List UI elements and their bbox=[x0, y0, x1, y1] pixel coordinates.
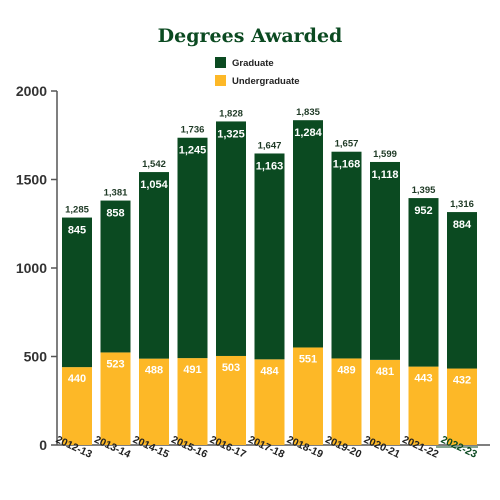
total-label: 1,599 bbox=[373, 149, 397, 160]
bar-undergraduate bbox=[139, 358, 169, 445]
bar-undergraduate bbox=[254, 359, 285, 445]
legend-label-undergraduate: Undergraduate bbox=[232, 76, 300, 87]
bar-graduate bbox=[370, 161, 400, 360]
bar-undergraduate bbox=[216, 355, 246, 445]
undergraduate-value-label: 440 bbox=[68, 373, 86, 385]
graduate-value-label: 1,054 bbox=[140, 179, 168, 191]
graduate-value-label: 1,284 bbox=[294, 127, 322, 139]
value-labels: 1,285 845 440 1,381 858 523 1,542 1,054 488 1,736… bbox=[65, 107, 474, 386]
bar-undergraduate bbox=[100, 352, 131, 445]
bar-graduate bbox=[62, 217, 92, 368]
bar-graduate bbox=[408, 198, 439, 367]
undergraduate-value-label: 443 bbox=[414, 373, 432, 385]
legend: Graduate Undergraduate bbox=[215, 57, 300, 87]
graduate-value-label: 845 bbox=[68, 225, 86, 237]
total-label: 1,316 bbox=[450, 199, 474, 210]
undergraduate-value-label: 484 bbox=[260, 365, 279, 377]
undergraduate-value-label: 551 bbox=[299, 353, 317, 365]
graduate-value-label: 952 bbox=[414, 205, 432, 217]
graduate-value-label: 1,163 bbox=[256, 160, 284, 172]
bar-undergraduate bbox=[331, 358, 362, 445]
total-label: 1,647 bbox=[258, 140, 282, 151]
graduate-value-label: 884 bbox=[453, 219, 472, 231]
bar-graduate bbox=[447, 212, 477, 369]
chart-title: Degrees Awarded bbox=[158, 25, 343, 47]
total-label: 1,395 bbox=[412, 185, 436, 196]
bar-undergraduate bbox=[408, 366, 439, 445]
bar-undergraduate bbox=[447, 368, 477, 445]
total-label: 1,736 bbox=[181, 125, 205, 136]
bar-graduate bbox=[331, 151, 362, 359]
graduate-value-label: 1,325 bbox=[217, 128, 245, 140]
bar-graduate bbox=[177, 137, 208, 359]
bar-undergraduate bbox=[177, 358, 208, 445]
legend-swatch-undergraduate bbox=[215, 75, 226, 86]
total-label: 1,828 bbox=[219, 108, 243, 119]
undergraduate-value-label: 503 bbox=[222, 362, 240, 374]
bar-graduate bbox=[254, 153, 285, 360]
total-label: 1,835 bbox=[296, 107, 320, 118]
bar-undergraduate bbox=[370, 359, 400, 445]
total-label: 1,542 bbox=[142, 159, 166, 170]
bar-undergraduate bbox=[62, 367, 92, 445]
bar-undergraduate bbox=[293, 347, 323, 445]
y-tick-label: 1000 bbox=[16, 260, 47, 276]
bar-graduate bbox=[293, 120, 323, 348]
legend-label-graduate: Graduate bbox=[232, 58, 274, 69]
total-label: 1,285 bbox=[65, 205, 89, 216]
undergraduate-value-label: 491 bbox=[183, 364, 201, 376]
graduate-value-label: 858 bbox=[106, 208, 124, 220]
undergraduate-value-label: 523 bbox=[106, 358, 124, 370]
legend-swatch-graduate bbox=[215, 57, 226, 68]
bars bbox=[62, 120, 477, 445]
y-tick-label: 2000 bbox=[16, 83, 47, 99]
y-tick-label: 500 bbox=[24, 349, 48, 365]
bar-graduate bbox=[100, 200, 131, 353]
total-label: 1,381 bbox=[104, 188, 128, 199]
y-tick-label: 0 bbox=[39, 437, 47, 453]
undergraduate-value-label: 489 bbox=[337, 364, 355, 376]
undergraduate-value-label: 432 bbox=[453, 375, 471, 387]
y-tick-label: 1500 bbox=[16, 172, 47, 188]
bar-graduate bbox=[216, 121, 246, 356]
graduate-value-label: 1,168 bbox=[333, 159, 361, 171]
total-label: 1,657 bbox=[335, 139, 359, 150]
graduate-value-label: 1,118 bbox=[372, 169, 399, 181]
bar-graduate bbox=[139, 172, 169, 359]
undergraduate-value-label: 488 bbox=[145, 365, 163, 377]
graduate-value-label: 1,245 bbox=[179, 145, 207, 157]
undergraduate-value-label: 481 bbox=[376, 366, 394, 378]
